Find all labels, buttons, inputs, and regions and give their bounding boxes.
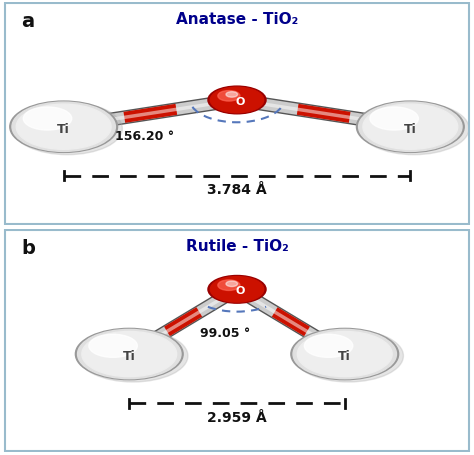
Circle shape [210, 88, 264, 113]
Circle shape [208, 276, 266, 303]
Text: Ti: Ti [404, 122, 417, 135]
Text: Ti: Ti [338, 349, 351, 362]
Circle shape [210, 277, 264, 303]
Circle shape [226, 92, 237, 98]
Circle shape [293, 330, 403, 382]
Circle shape [82, 332, 177, 377]
Text: O: O [235, 96, 245, 106]
Circle shape [359, 103, 469, 155]
Circle shape [208, 87, 266, 115]
Circle shape [359, 103, 462, 152]
Text: O: O [235, 285, 245, 295]
Circle shape [356, 102, 464, 153]
Text: Ti: Ti [57, 122, 70, 135]
Circle shape [370, 108, 419, 131]
Text: Anatase - TiO₂: Anatase - TiO₂ [176, 12, 298, 27]
Text: 2.959 Å: 2.959 Å [207, 410, 267, 424]
Text: 156.20 °: 156.20 ° [115, 130, 174, 143]
Text: Ti: Ti [123, 349, 136, 362]
Circle shape [89, 334, 137, 358]
Circle shape [12, 103, 122, 155]
Circle shape [304, 334, 353, 358]
Text: 3.784 Å: 3.784 Å [207, 183, 267, 197]
Circle shape [297, 332, 392, 377]
Text: b: b [21, 238, 36, 258]
Circle shape [23, 108, 72, 131]
Text: a: a [21, 12, 35, 30]
Circle shape [16, 105, 111, 150]
Circle shape [363, 105, 458, 150]
Circle shape [218, 91, 240, 102]
Text: 99.05 °: 99.05 ° [200, 327, 250, 339]
Circle shape [75, 329, 183, 380]
Circle shape [78, 330, 181, 379]
Circle shape [218, 280, 240, 291]
Circle shape [226, 281, 237, 287]
Circle shape [291, 329, 399, 380]
Circle shape [78, 330, 188, 382]
Circle shape [293, 330, 396, 379]
Circle shape [10, 102, 118, 153]
Text: Rutile - TiO₂: Rutile - TiO₂ [186, 238, 288, 253]
Circle shape [12, 103, 115, 152]
